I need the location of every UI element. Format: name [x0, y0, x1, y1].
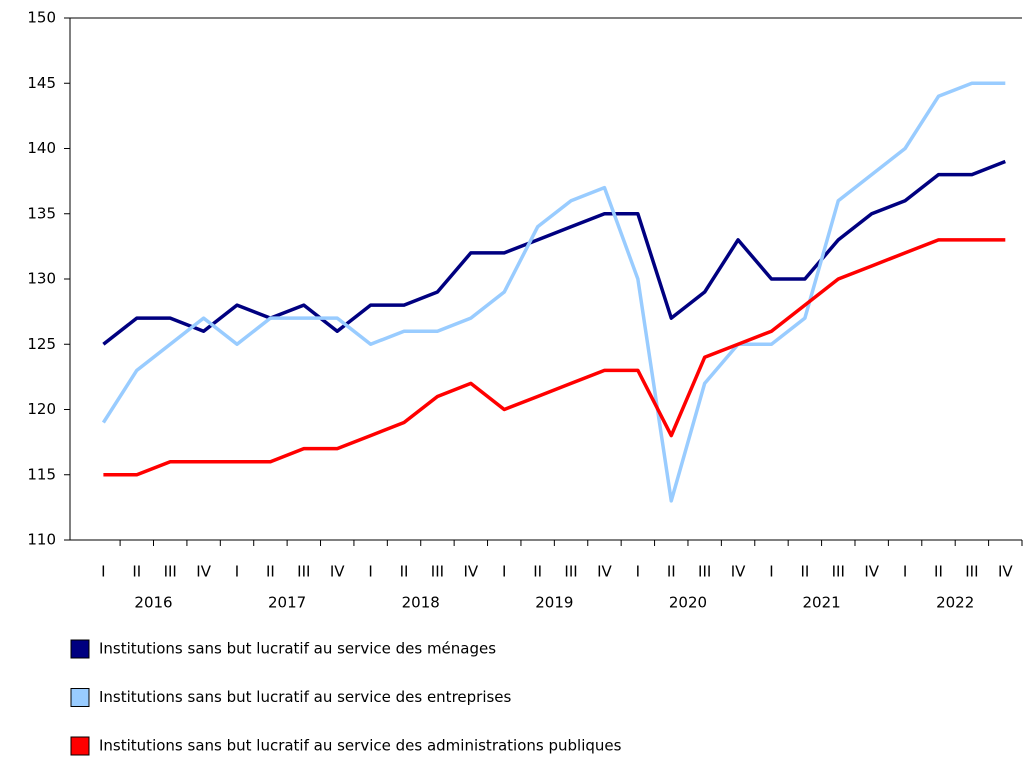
x-tick-label: I: [502, 563, 506, 581]
x-tick-label: III: [164, 563, 177, 581]
legend-label: Institutions sans but lucratif au servic…: [99, 640, 496, 658]
x-tick-label: IV: [731, 563, 746, 581]
year-label: 2018: [402, 594, 440, 612]
year-label: 2017: [268, 594, 306, 612]
legend-swatch: [70, 639, 90, 659]
x-tick-label: III: [431, 563, 444, 581]
legend-label: Institutions sans but lucratif au servic…: [99, 737, 622, 755]
year-label: 2022: [936, 594, 974, 612]
x-tick-label: III: [832, 563, 845, 581]
x-tick-label: II: [533, 563, 542, 581]
x-tick-label: III: [297, 563, 310, 581]
y-tick-label: 120: [27, 400, 56, 418]
x-tick-label: III: [698, 563, 711, 581]
x-tick-label: IV: [330, 563, 345, 581]
x-tick-label: II: [266, 563, 275, 581]
x-tick-label: II: [132, 563, 141, 581]
x-tick-label: IV: [463, 563, 478, 581]
year-label: 2020: [669, 594, 707, 612]
x-tick-label: IV: [864, 563, 879, 581]
x-tick-label: II: [667, 563, 676, 581]
year-label: 2019: [535, 594, 573, 612]
x-tick-label: I: [769, 563, 773, 581]
year-label: 2021: [802, 594, 840, 612]
series-line: [101, 81, 1006, 503]
x-tick-label: I: [903, 563, 907, 581]
legend-swatch: [70, 688, 90, 707]
x-tick-label: I: [368, 563, 372, 581]
x-tick-label: III: [965, 563, 978, 581]
y-tick-label: 150: [27, 9, 56, 27]
y-tick-label: 110: [27, 531, 56, 549]
x-tick-label: I: [101, 563, 105, 581]
y-tick-label: 135: [27, 204, 56, 222]
y-tick-label: 145: [27, 74, 56, 92]
y-tick-label: 115: [27, 465, 56, 483]
x-tick-label: III: [564, 563, 577, 581]
x-tick-label: II: [934, 563, 943, 581]
x-tick-label: IV: [196, 563, 211, 581]
year-label: 2016: [134, 594, 172, 612]
y-tick-label: 130: [27, 270, 56, 288]
x-tick-label: IV: [597, 563, 612, 581]
x-tick-label: II: [400, 563, 409, 581]
y-tick-label: 140: [27, 139, 56, 157]
series-line: [103, 238, 1006, 477]
series-line: [102, 159, 1006, 346]
x-tick-label: II: [800, 563, 809, 581]
legend-label: Institutions sans but lucratif au servic…: [99, 688, 512, 706]
x-tick-label: IV: [998, 563, 1013, 581]
y-tick-label: 125: [27, 335, 56, 353]
x-tick-label: I: [636, 563, 640, 581]
legend-swatch: [70, 736, 90, 756]
x-tick-label: I: [235, 563, 239, 581]
